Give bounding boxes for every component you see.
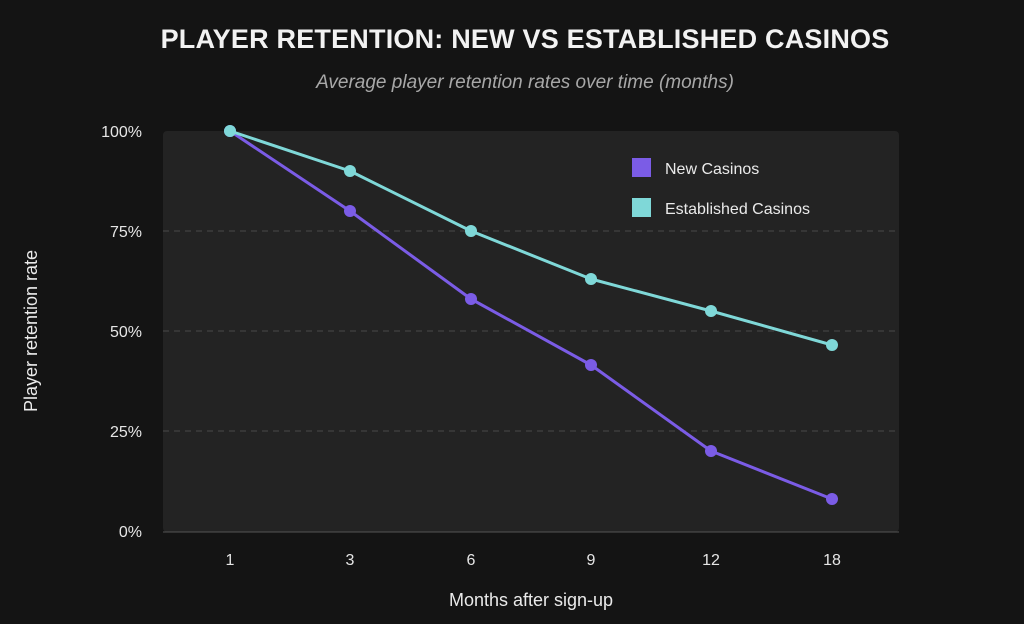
y-tick-label: 75%: [110, 224, 142, 241]
x-axis-label: Months after sign-up: [449, 590, 613, 610]
y-tick-label: 100%: [101, 124, 142, 141]
legend-label: Established Casinos: [665, 201, 810, 218]
series-line: [228, 129, 834, 501]
x-tick-label: 6: [467, 552, 476, 569]
data-point: [705, 445, 717, 457]
chart-title: PLAYER RETENTION: NEW VS ESTABLISHED CAS…: [160, 24, 890, 54]
chart-subtitle: Average player retention rates over time…: [316, 72, 734, 93]
data-point: [585, 359, 597, 371]
data-point: [465, 225, 477, 237]
x-tick-label: 1: [226, 552, 235, 569]
y-axis-label: Player retention rate: [21, 250, 41, 412]
y-tick-label: 0%: [119, 524, 142, 541]
x-tick-label: 9: [587, 552, 596, 569]
data-point: [585, 273, 597, 285]
legend-swatch: [632, 158, 651, 177]
legend-label: New Casinos: [665, 161, 759, 178]
data-point: [826, 339, 838, 351]
x-tick-label: 3: [346, 552, 355, 569]
legend: New Casinos Established Casinos: [632, 158, 810, 218]
x-tick-label: 12: [702, 552, 720, 569]
y-tick-label: 50%: [110, 324, 142, 341]
data-point: [344, 165, 356, 177]
series-established-casinos: [224, 125, 838, 351]
data-point: [344, 205, 356, 217]
y-tick-labels: 0% 25% 50% 75% 100%: [101, 124, 142, 541]
data-point: [826, 493, 838, 505]
y-tick-label: 25%: [110, 424, 142, 441]
x-tick-labels: 1 3 6 9 12 18: [226, 552, 841, 569]
series-line: [228, 129, 834, 347]
data-point: [705, 305, 717, 317]
data-point: [224, 125, 236, 137]
legend-swatch: [632, 198, 651, 217]
series-layer: [224, 125, 838, 505]
data-point: [465, 293, 477, 305]
x-tick-label: 18: [823, 552, 841, 569]
